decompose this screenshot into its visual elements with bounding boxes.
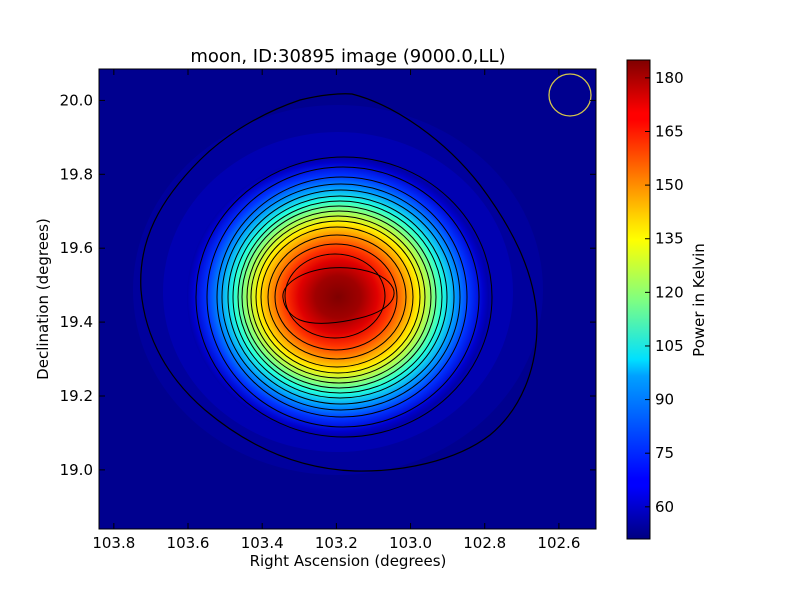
colorbar-tick-label: 90 [655, 391, 674, 409]
plot-frame [98, 68, 597, 530]
x-tick-label: 102.8 [463, 534, 506, 552]
heatmap-beam [187, 157, 489, 437]
x-tick-label: 103.8 [92, 534, 135, 552]
y-axis-ticks: 19.0 19.2 19.4 19.6 19.8 20.0 [60, 91, 596, 479]
colorbar-tick-label: 105 [655, 337, 684, 355]
contour-line [260, 226, 414, 368]
colorbar-tick-label: 150 [655, 176, 684, 194]
x-axis-label: Right Ascension (degrees) [250, 552, 447, 570]
contour-line [267, 234, 407, 360]
contour-line [216, 176, 468, 418]
x-tick-label: 103.4 [241, 534, 284, 552]
beam-circle [548, 73, 592, 117]
colorbar: 60 75 90 105 120 135 150 165 180 Power in Kelvin [626, 59, 708, 540]
contour-line [232, 195, 448, 399]
colorbar-gradient [627, 60, 650, 539]
chart-title: moon, ID:30895 image (9000.0,LL) [190, 46, 505, 67]
y-tick-label: 19.4 [60, 313, 93, 331]
colorbar-tick-label: 120 [655, 283, 684, 301]
contour-line [206, 166, 480, 428]
y-axis-label: Declination (degrees) [34, 218, 52, 380]
contour-line [274, 243, 398, 351]
contour-outer [140, 93, 538, 472]
contour-line [227, 189, 455, 405]
colorbar-ticks: 60 75 90 105 120 135 150 165 180 [645, 69, 684, 516]
colorbar-tick-label: 60 [655, 498, 674, 516]
x-tick-label: 103.6 [167, 534, 210, 552]
colorbar-tick-label: 180 [655, 69, 684, 87]
contour-line [237, 200, 443, 394]
contour-line [255, 220, 421, 374]
y-tick-label: 19.6 [60, 239, 93, 257]
contour-line [250, 215, 426, 379]
contour-line [241, 205, 437, 389]
colorbar-tick-label: 165 [655, 122, 684, 140]
contour-line [246, 210, 432, 384]
x-tick-label: 103.0 [389, 534, 432, 552]
y-tick-label: 20.0 [60, 91, 93, 109]
contour-line [284, 253, 386, 339]
contour-lines [195, 156, 493, 438]
colorbar-label: Power in Kelvin [690, 243, 708, 357]
x-axis-ticks: 103.8 103.6 103.4 103.2 103.0 102.8 102.6 [92, 69, 580, 552]
colorbar-frame [626, 59, 651, 540]
colorbar-tick-label: 75 [655, 444, 674, 462]
y-tick-label: 19.8 [60, 165, 93, 183]
contour-peak [282, 267, 395, 324]
y-tick-label: 19.2 [60, 387, 93, 405]
y-tick-label: 19.0 [60, 461, 93, 479]
contour-line [195, 156, 493, 438]
colorbar-tick-label: 135 [655, 230, 684, 248]
plot-area [98, 68, 597, 530]
x-tick-label: 103.2 [315, 534, 358, 552]
contour-line [221, 183, 461, 411]
x-tick-label: 102.6 [537, 534, 580, 552]
